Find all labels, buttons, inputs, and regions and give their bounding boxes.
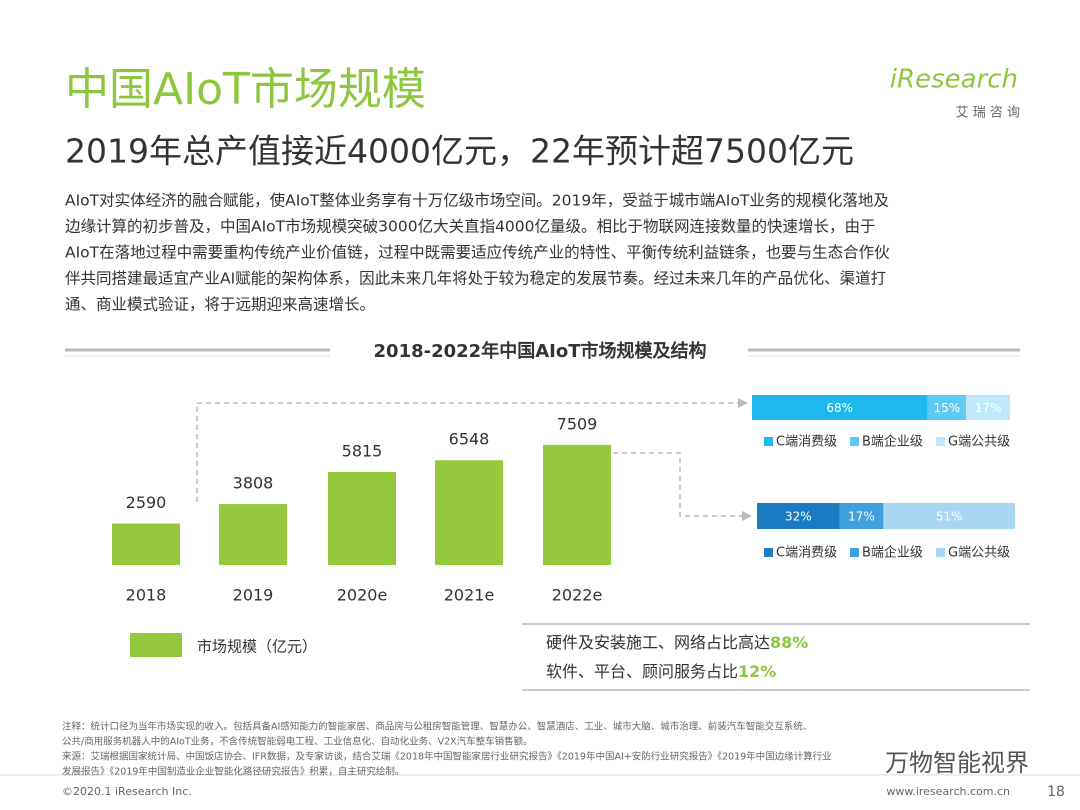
legend-label: B端企业级 [862,545,923,561]
legend-swatch [936,548,945,557]
value-label: 2590 [126,493,167,512]
body-line: 通、商业模式验证，将于远期迎来高速增长。 [65,296,375,314]
legend-label: C端消费级 [776,435,837,450]
legend-label: C端消费级 [776,546,837,561]
x-tick-label: 2020e [337,586,388,605]
annotation: 软件、平台、顾问服务占比12% [546,662,776,681]
watermark: 万物智能视界 [885,749,1029,777]
page-number: 18 [1047,784,1065,800]
chart-title: 2018-2022年中国AIoT市场规模及结构 [374,340,707,362]
annotation-text: 软件、平台、顾问服务占比 [546,662,738,681]
bar [112,523,180,565]
legend-label: B端企业级 [862,434,923,450]
bar [328,471,396,565]
legend-label: G端公共级 [948,546,1010,561]
note-line: 来源：艾瑞根据国家统计局、中国饭店协会、IFR数据，及专家访谈，结合艾瑞《201… [62,751,832,763]
bar-segment [839,503,884,529]
body-line: 伴共同搭建最适宜产业AI赋能的架构体系，因此未来几年将处于较为稳定的发展节奏。经… [65,270,886,288]
value-label: 7509 [557,414,598,433]
annotation: 硬件及安装施工、网络占比高达88% [546,633,808,652]
x-tick-label: 2022e [552,586,603,605]
bar [435,460,503,565]
value-label: 15% [933,401,960,415]
value-label: 51% [936,510,963,524]
body-line: AIoT在落地过程中需要重构传统产业价值链，过程中既需要适应传统产业的特性、平衡… [65,243,890,262]
chart-title-rules [65,348,1020,357]
note-line: 发展报告》《2019年中国制造业企业智能化路径研究报告》积累，自主研究绘制。 [62,766,404,778]
logo: iResearch [890,65,1018,95]
legend-label: 市场规模（亿元） [197,638,317,656]
value-label: 32% [785,510,812,524]
body-line: AIoT对实体经济的融合赋能，使AIoT整体业务享有十万亿级市场空间。2019年… [65,192,889,210]
legend-swatch [850,548,859,557]
bar-segment [883,503,1015,529]
annotation-text: 硬件及安装施工、网络占比高达 [546,633,770,652]
bar [543,444,611,565]
logo-sub: 艾 瑞 咨 询 [956,106,1020,121]
x-tick-label: 2021e [444,586,495,605]
x-tick-label: 2019 [233,586,274,605]
note-line: 公共/商用服务机器人中的AIoT业务，不含传统智能弱电工程、工业信息化、自动化业… [62,736,533,748]
bar-segment [752,395,928,420]
bar-segment [757,503,840,529]
legend-swatch [764,548,773,557]
legend-swatch [764,437,773,446]
bar-segment [966,395,1010,420]
arrowheads [738,398,752,521]
annotation-highlight: 12% [738,662,776,681]
legend-swatch [850,437,859,446]
value-label: 68% [826,401,853,415]
legend-swatch [936,437,945,446]
connectors [196,402,742,517]
value-label: 3808 [233,474,274,493]
value-label: 17% [848,510,875,524]
bar [219,504,287,565]
body-line: 边缘计算的初步普及，中国AIoT市场规模突破3000亿大关直指4000亿量级。相… [65,217,876,236]
note-line: 注释：统计口径为当年市场实现的收入。包括具备AI感知能力的智能家居、商品房与公租… [62,721,812,733]
subtitle: 2019年总产值接近4000亿元，22年预计超7500亿元 [65,132,854,171]
title: 中国AIoT市场规模 [65,64,426,115]
value-label: 17% [975,401,1002,415]
legend-swatch [130,633,182,657]
copyright: ©2020.1 iResearch Inc. [62,785,192,798]
annotation-highlight: 88% [770,633,808,652]
x-tick-label: 2018 [126,586,167,605]
value-label: 5815 [342,441,383,460]
legend-label: G端公共级 [948,435,1010,450]
bar-segment [927,395,967,420]
value-label: 6548 [449,430,490,449]
url: www.iresearch.com.cn [886,785,1010,798]
